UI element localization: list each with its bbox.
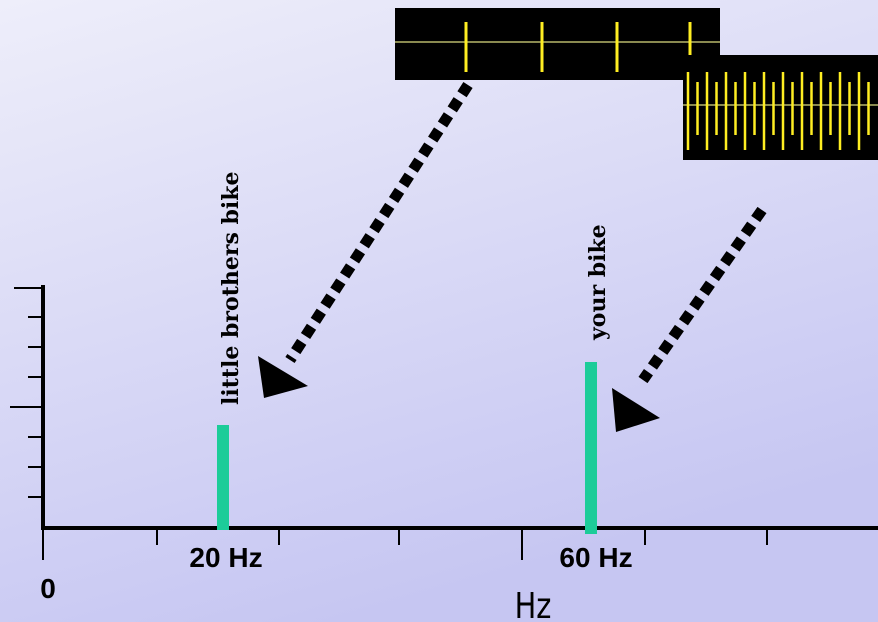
waveform-fast <box>683 55 878 160</box>
page: little brothers bike your bike 20 Hz 60 … <box>0 0 878 622</box>
origin-label: 0 <box>40 573 56 604</box>
label-high-bike: your bike <box>585 224 611 341</box>
slide: little brothers bike your bike 20 Hz 60 … <box>0 0 878 622</box>
x-tick-label: 60 Hz <box>559 542 632 573</box>
x-axis-title: Hz <box>515 585 552 622</box>
label-low-bike: little brothers bike <box>218 172 244 405</box>
spectral-line-60hz <box>585 362 597 534</box>
waveform-slow <box>395 8 720 80</box>
x-tick-label: 20 Hz <box>189 542 262 573</box>
spectral-line-20hz <box>217 425 229 530</box>
